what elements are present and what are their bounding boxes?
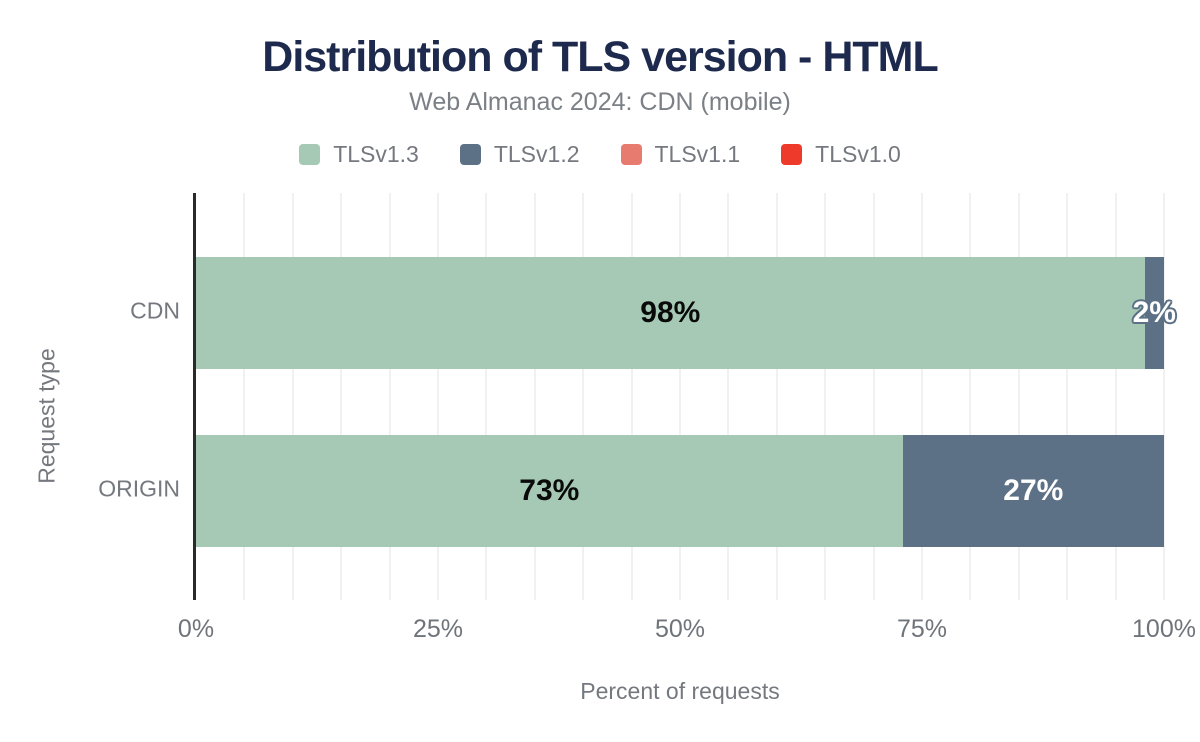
x-tick-100pct: 100% [1132,615,1196,643]
legend-label: TLSv1.0 [815,141,901,167]
bar-cdn: 98% 2% [196,257,1176,369]
legend-item-tlsv1.0: TLSv1.0 [781,141,901,168]
x-tick-50pct: 50% [654,615,706,643]
bar-value-label: 98% [640,296,701,329]
legend-item-tlsv1.3: TLSv1.3 [299,141,419,168]
gridline [969,193,972,600]
x-tick-75pct: 75% [896,615,948,643]
chart-subtitle: Web Almanac 2024: CDN (mobile) [409,88,791,116]
legend-label: TLSv1.2 [493,141,580,167]
gridline [921,193,923,600]
x-tick-25pct: 25% [412,615,464,643]
legend-item-tlsv1.2: TLSv1.2 [459,141,580,168]
gridline [775,193,778,600]
gridline [485,193,488,600]
gridline [437,193,439,600]
plot-area: 98% 2% 73% 27% [193,193,1176,600]
bar-value-label: 27% [1003,474,1064,507]
y-axis-title: Request type [33,348,60,484]
legend-swatch-icon [781,144,803,165]
legend: TLSv1.3 TLSv1.2 TLSv1.1 TLSv1.0 [0,141,1200,168]
legend-swatch-icon [299,144,321,165]
gridline [727,193,730,600]
bar-segment-cdn-tlsv1.2[interactable]: 2% [1133,257,1176,369]
gridline [1114,193,1117,600]
gridline [679,193,681,600]
bar-segment-origin-tlsv1.2[interactable]: 27% [902,435,1164,547]
y-axis-line [193,193,196,600]
gridline [388,193,391,600]
gridline [1017,193,1020,600]
bar-segment-cdn-tlsv1.3[interactable]: 98% [196,257,1145,369]
legend-item-tlsv1.1: TLSv1.1 [620,141,741,168]
gridline [1066,193,1069,600]
x-axis-title: Percent of requests [580,678,780,704]
y-tick-origin: ORIGIN [98,475,180,502]
legend-swatch-icon [459,144,481,165]
y-tick-cdn: CDN [130,297,180,324]
gridline [340,193,343,600]
gridline [582,193,585,600]
chart-title: Distribution of TLS version - HTML [262,33,938,81]
legend-swatch-icon [620,144,642,165]
gridline [872,193,875,600]
gridline [291,193,294,600]
gridline [824,193,827,600]
legend-label: TLSv1.1 [654,141,741,167]
bar-value-label: 2% [1132,296,1176,329]
gridline [630,193,633,600]
x-tick-0pct: 0% [177,615,215,643]
gridline [533,193,536,600]
bar-segment-origin-tlsv1.3[interactable]: 73% [196,435,903,547]
gridline [1163,193,1165,600]
legend-label: TLSv1.3 [333,141,419,167]
bar-origin: 73% 27% [196,435,1164,547]
bar-value-label: 73% [519,474,580,507]
gridline [243,193,246,600]
